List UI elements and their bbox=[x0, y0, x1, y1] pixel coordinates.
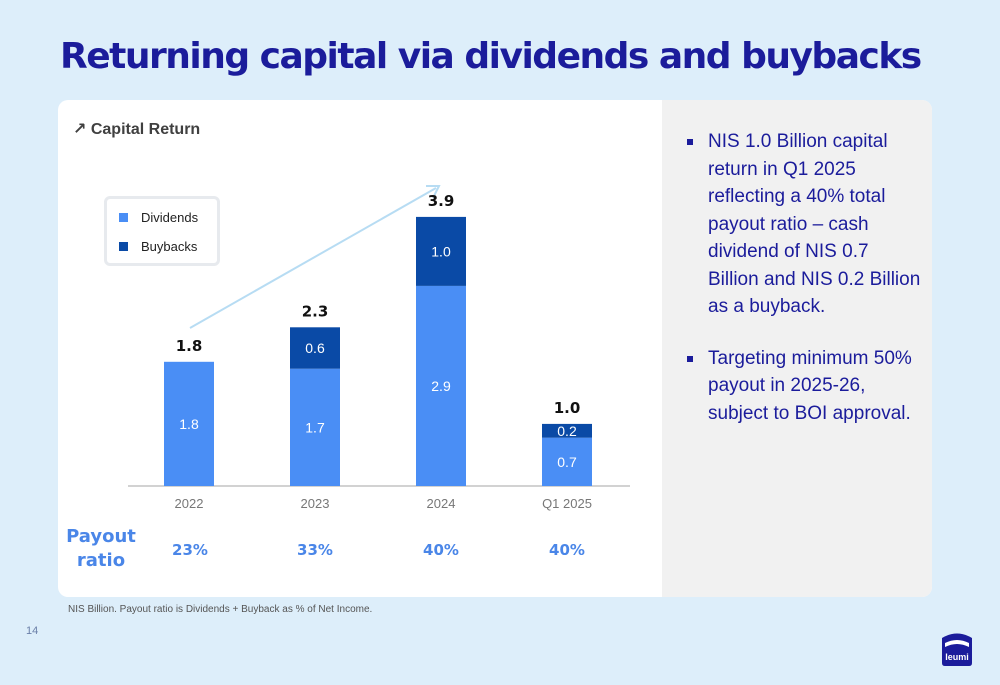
footnote: NIS Billion. Payout ratio is Dividends +… bbox=[68, 604, 373, 615]
payout-label-line1: Payout bbox=[66, 526, 136, 547]
capital-return-chart: 1.8 1.8 2022 1.7 0.6 2.3 2023 2.9 1.0 3.9 2024 0.7 0… bbox=[128, 185, 630, 511]
bar-dividends-2 bbox=[416, 285, 466, 486]
bar-dividends-3 bbox=[542, 437, 592, 486]
payout-value-2022: 23% bbox=[172, 541, 208, 559]
chart-title: ↗ Capital Return bbox=[73, 121, 201, 138]
bar-total-label: 3.9 bbox=[428, 192, 455, 210]
bar-buybacks-3 bbox=[542, 423, 592, 438]
legend-swatch-buybacks bbox=[119, 242, 128, 251]
payout-value-2023: 33% bbox=[297, 541, 333, 559]
bar-total-label: 2.3 bbox=[302, 302, 329, 320]
bar-dividends-0 bbox=[164, 361, 214, 486]
chart-card: ↗ Capital Return 1.8 1.8 2022 1.7 0.6 2.3 2023… bbox=[58, 100, 932, 597]
bar-value-label: 0.2 bbox=[557, 423, 577, 439]
bar-buybacks-1 bbox=[290, 327, 340, 369]
bullet-text: NIS 1.0 Billion capital return in Q1 202… bbox=[708, 131, 921, 317]
bar-value-label: 1.7 bbox=[305, 419, 325, 435]
bullet-square-icon bbox=[687, 139, 693, 145]
logo-text: leumi bbox=[945, 652, 969, 662]
page-title: Returning capital via dividends and buyb… bbox=[60, 36, 922, 77]
bar-value-label: 1.8 bbox=[179, 416, 199, 432]
x-tick-label: 2024 bbox=[427, 496, 456, 511]
leumi-logo: leumi bbox=[942, 630, 972, 666]
legend-label-buybacks: Buybacks bbox=[141, 239, 198, 254]
x-tick-label: 2022 bbox=[175, 496, 204, 511]
page-number: 14 bbox=[26, 625, 39, 637]
legend-label-dividends: Dividends bbox=[141, 210, 199, 225]
leumi-logo-icon bbox=[942, 633, 972, 666]
bar-total-label: 1.0 bbox=[554, 399, 581, 417]
payout-value-2024: 40% bbox=[423, 541, 459, 559]
payout-value-q1-2025: 40% bbox=[549, 541, 585, 559]
bar-buybacks-2 bbox=[416, 216, 466, 286]
bar-dividends-1 bbox=[290, 368, 340, 486]
chart-legend: Dividends Buybacks bbox=[104, 196, 220, 266]
trend-arrow-head-icon bbox=[426, 185, 441, 199]
bullet-item: NIS 1.0 Billion capital return in Q1 202… bbox=[684, 128, 924, 321]
bar-value-label: 1.0 bbox=[431, 243, 451, 259]
x-tick-label: Q1 2025 bbox=[542, 496, 592, 511]
x-tick-label: 2023 bbox=[301, 496, 330, 511]
bar-total-label: 1.8 bbox=[176, 337, 203, 355]
bar-value-label: 0.7 bbox=[557, 454, 577, 470]
payout-label-line2: ratio bbox=[76, 550, 126, 571]
bar-value-label: 0.6 bbox=[305, 340, 325, 356]
legend-swatch-dividends bbox=[119, 213, 128, 222]
bullet-square-icon bbox=[687, 355, 693, 362]
payout-ratio-label: Payout ratio bbox=[58, 525, 144, 573]
bullet-item: Targeting minimum 50% payout in 2025-26,… bbox=[684, 345, 924, 428]
legend-item-dividends: Dividends bbox=[119, 210, 198, 225]
bar-value-label: 2.9 bbox=[431, 378, 451, 394]
trend-arrow-line bbox=[189, 187, 437, 329]
bullet-list: NIS 1.0 Billion capital return in Q1 202… bbox=[684, 128, 924, 451]
legend-item-buybacks: Buybacks bbox=[119, 239, 197, 254]
commentary-panel: NIS 1.0 Billion capital return in Q1 202… bbox=[662, 100, 932, 597]
bullet-text: Targeting minimum 50% payout in 2025-26,… bbox=[708, 347, 912, 424]
